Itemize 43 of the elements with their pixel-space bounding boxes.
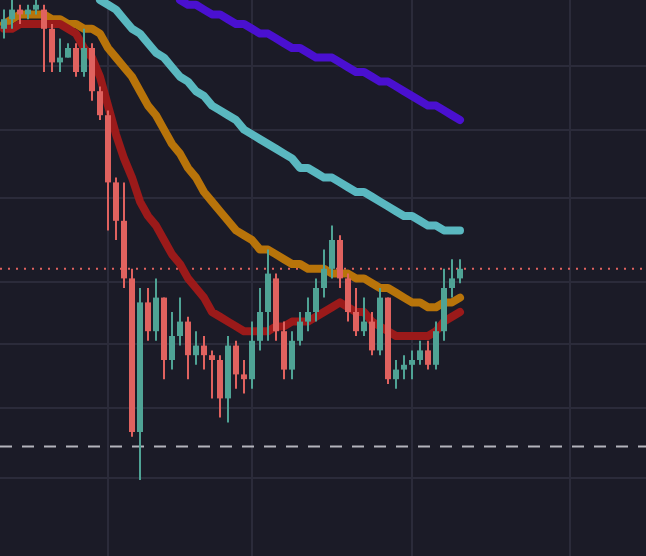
candlestick bbox=[329, 224, 335, 280]
candlestick bbox=[73, 42, 79, 78]
candlestick bbox=[417, 339, 423, 366]
candlestick bbox=[393, 359, 399, 390]
candlestick bbox=[361, 296, 367, 337]
candlestick bbox=[449, 258, 455, 299]
candlestick bbox=[153, 277, 159, 342]
candlestick bbox=[113, 176, 119, 241]
candlestick bbox=[145, 287, 151, 342]
candlestick bbox=[401, 354, 407, 381]
candlestick bbox=[305, 296, 311, 333]
candlestick bbox=[297, 311, 303, 347]
candlestick bbox=[313, 277, 319, 323]
candlestick bbox=[457, 258, 463, 285]
candlestick bbox=[265, 248, 271, 342]
candlestick bbox=[345, 272, 351, 323]
candlestick bbox=[193, 330, 199, 366]
candlestick bbox=[433, 320, 439, 371]
candlestick bbox=[97, 85, 103, 121]
candlestick bbox=[185, 315, 191, 381]
candlestick bbox=[49, 23, 55, 73]
candlestick bbox=[353, 287, 359, 337]
candlestick bbox=[321, 248, 327, 299]
candlestick bbox=[289, 330, 295, 381]
candlestick bbox=[281, 320, 287, 381]
candlestick bbox=[249, 320, 255, 390]
candlestick bbox=[241, 359, 247, 395]
candlestick bbox=[81, 27, 87, 78]
candlestick bbox=[233, 339, 239, 390]
candlestick bbox=[369, 311, 375, 357]
candlestick bbox=[257, 287, 263, 352]
candlestick bbox=[41, 3, 47, 73]
candlestick bbox=[425, 339, 431, 371]
candlestick bbox=[409, 349, 415, 381]
candlestick bbox=[209, 349, 215, 400]
candlestick bbox=[169, 311, 175, 371]
candlestick bbox=[217, 354, 223, 419]
candlestick bbox=[177, 296, 183, 347]
candlestick bbox=[9, 0, 15, 30]
candlestick bbox=[201, 335, 207, 371]
candlestick bbox=[89, 42, 95, 102]
candlestick bbox=[1, 8, 7, 40]
candlestick bbox=[441, 267, 447, 342]
